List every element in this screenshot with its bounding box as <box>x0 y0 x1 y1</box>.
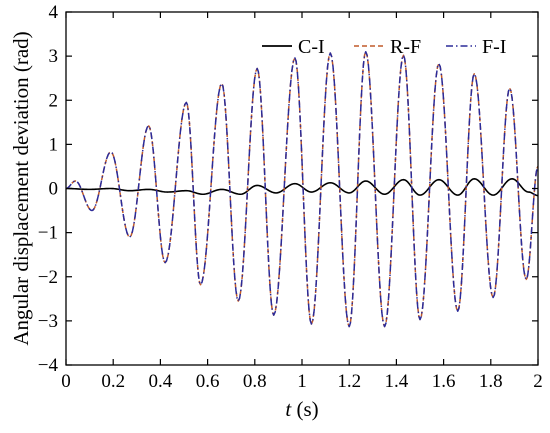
legend-label-c-i: C-I <box>298 36 325 58</box>
x-tick-label: 1 <box>297 371 307 392</box>
x-tick-label: 0.6 <box>196 371 220 392</box>
y-tick-label: −1 <box>38 223 58 244</box>
legend: C-I R-F F-I <box>262 36 506 58</box>
y-tick-label: 3 <box>49 46 59 67</box>
y-tick-label: 4 <box>49 2 59 23</box>
legend-label-r-f: R-F <box>390 36 421 58</box>
y-tick-label: 1 <box>49 134 59 155</box>
x-tick-label: 0.2 <box>101 371 125 392</box>
x-tick-label: 1.2 <box>337 371 361 392</box>
series-line-r-f <box>66 50 538 328</box>
x-tick-label: 1.6 <box>432 371 456 392</box>
y-axis-label: Angular displacement deviation (rad) <box>9 31 33 345</box>
plot-frame <box>65 11 539 366</box>
x-tick-label: 0 <box>61 371 71 392</box>
x-tick-label: 1.4 <box>385 371 409 392</box>
x-axis-label-unit: (s) <box>291 397 318 421</box>
x-tick-label: 0.4 <box>149 371 173 392</box>
x-axis-label: t (s) <box>285 397 318 421</box>
ticks-layer: 0 0.2 0.4 0.6 0.8 1 1.2 1.4 1.6 1.8 2 −4 −3 −2 −1 0 1 2 3 4 <box>38 2 543 392</box>
y-tick-label: −4 <box>38 355 59 376</box>
y-tick-label: −3 <box>38 311 58 332</box>
series-layer <box>66 50 538 328</box>
x-axis-label-variable: t <box>285 397 292 421</box>
y-tick-label: 2 <box>49 90 59 111</box>
y-tick-label: 0 <box>49 179 59 200</box>
x-tick-label: 1.8 <box>479 371 503 392</box>
y-tick-label: −2 <box>38 267 58 288</box>
legend-label-f-i: F-I <box>482 36 506 58</box>
x-tick-label: 2 <box>533 371 543 392</box>
series-line-f-i <box>66 50 538 328</box>
x-tick-label: 0.8 <box>243 371 267 392</box>
series-line-c-i <box>66 177 538 197</box>
